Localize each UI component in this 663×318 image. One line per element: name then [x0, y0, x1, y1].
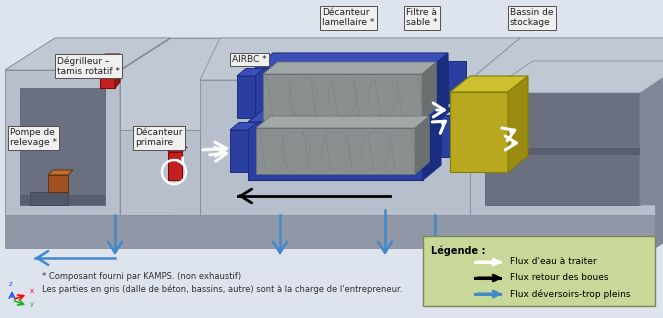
Polygon shape [655, 38, 663, 248]
Polygon shape [230, 122, 257, 130]
Polygon shape [485, 93, 640, 205]
Polygon shape [20, 195, 105, 205]
Polygon shape [423, 107, 441, 180]
Polygon shape [255, 68, 430, 126]
Polygon shape [263, 62, 436, 74]
Polygon shape [120, 38, 220, 130]
Text: Décanteur
primaire: Décanteur primaire [135, 128, 182, 148]
Polygon shape [415, 116, 430, 174]
Text: Légende :: Légende : [431, 246, 485, 257]
Polygon shape [485, 61, 663, 93]
Polygon shape [256, 128, 415, 174]
Polygon shape [485, 148, 640, 155]
Polygon shape [200, 38, 520, 80]
Text: x: x [30, 288, 34, 294]
Polygon shape [263, 74, 422, 120]
Polygon shape [168, 152, 182, 180]
Polygon shape [100, 60, 115, 88]
Polygon shape [432, 107, 450, 126]
Text: Dégrilleur –
tamis rotatif *: Dégrilleur – tamis rotatif * [57, 56, 120, 76]
Polygon shape [48, 175, 68, 192]
Text: Les parties en gris (dalle de béton, bassins, autre) sont à la charge de l'entre: Les parties en gris (dalle de béton, bas… [42, 284, 402, 294]
Polygon shape [200, 80, 470, 215]
Polygon shape [248, 107, 441, 122]
Polygon shape [450, 76, 528, 92]
Polygon shape [237, 76, 255, 118]
Polygon shape [441, 115, 459, 157]
Text: Flux déversoirs-trop pleins: Flux déversoirs-trop pleins [510, 289, 631, 299]
Polygon shape [168, 147, 187, 152]
Polygon shape [448, 61, 466, 103]
Polygon shape [470, 80, 655, 215]
Polygon shape [422, 62, 436, 120]
FancyBboxPatch shape [423, 236, 655, 306]
Text: Décanteur
lamellaire *: Décanteur lamellaire * [322, 8, 375, 27]
Polygon shape [5, 70, 120, 215]
Polygon shape [120, 130, 200, 215]
Text: Flux retour des boues: Flux retour des boues [510, 273, 609, 282]
Text: Bassin de
stockage: Bassin de stockage [510, 8, 554, 27]
Polygon shape [248, 122, 423, 180]
Polygon shape [256, 116, 430, 128]
Text: Pompe de
relevage *: Pompe de relevage * [10, 128, 57, 148]
Polygon shape [640, 61, 663, 205]
Polygon shape [30, 192, 68, 205]
Polygon shape [5, 38, 170, 70]
Text: Filtre à
sable *: Filtre à sable * [406, 8, 438, 27]
Polygon shape [508, 76, 528, 172]
Text: * Composant fourni par KAMPS. (non exhaustif): * Composant fourni par KAMPS. (non exhau… [42, 272, 241, 281]
Polygon shape [450, 92, 508, 172]
Polygon shape [430, 53, 448, 126]
Text: AIRBC *: AIRBC * [232, 55, 267, 64]
Text: y: y [30, 301, 34, 307]
Polygon shape [255, 53, 448, 68]
Polygon shape [230, 130, 248, 172]
Polygon shape [20, 88, 105, 205]
Polygon shape [100, 54, 120, 60]
Polygon shape [48, 170, 73, 175]
Polygon shape [237, 68, 264, 76]
Polygon shape [5, 38, 663, 70]
Polygon shape [115, 54, 120, 88]
Polygon shape [5, 215, 655, 248]
Polygon shape [470, 38, 663, 80]
Polygon shape [5, 70, 655, 215]
Text: z: z [9, 281, 13, 287]
Text: Flux d'eau à traiter: Flux d'eau à traiter [510, 258, 597, 266]
Polygon shape [120, 38, 170, 215]
